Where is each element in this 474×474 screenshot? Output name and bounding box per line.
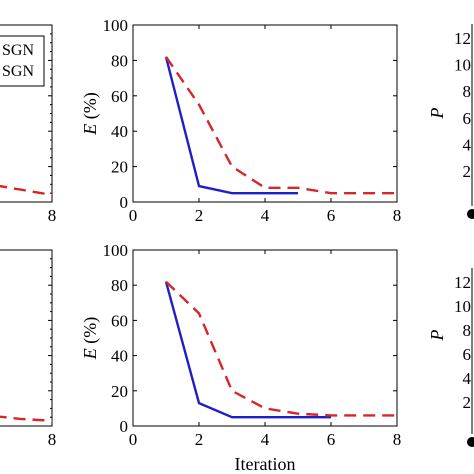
legend-entry: SGN bbox=[2, 42, 34, 59]
y-axis-label: E (%) bbox=[80, 317, 101, 360]
y-tick-label: 2 bbox=[463, 162, 472, 181]
y-tick-label: 60 bbox=[111, 311, 128, 330]
chart-bottom-right: P 12 10 8 6 4 2 bbox=[427, 268, 474, 447]
plot-frame bbox=[132, 24, 398, 203]
y-tick-label: 10 bbox=[454, 56, 471, 75]
chart-top-right: P 12 10 8 6 4 2 bbox=[427, 24, 474, 219]
legend-box bbox=[0, 35, 45, 87]
x-tick-label: 4 bbox=[261, 430, 270, 449]
plot-frame bbox=[132, 249, 398, 427]
y-axis-label: P bbox=[427, 330, 447, 342]
series-line-1 bbox=[165, 56, 397, 195]
y-tick-label: 2 bbox=[463, 393, 472, 412]
y-tick-label: 0 bbox=[120, 193, 129, 212]
x-tick-label: 2 bbox=[195, 430, 204, 449]
y-tick-label: 60 bbox=[111, 87, 128, 106]
x-axis-label: Iteration bbox=[235, 454, 296, 474]
series-line-1 bbox=[165, 280, 397, 417]
x-tick-label: 2 bbox=[195, 206, 204, 225]
y-tick-label: 12 bbox=[454, 29, 471, 48]
y-tick-label: 8 bbox=[463, 321, 472, 340]
y-axis-label: E (%) bbox=[80, 92, 101, 135]
y-tick-label: 6 bbox=[463, 109, 472, 128]
y-tick-label: 12 bbox=[454, 273, 471, 292]
y-tick-label: 40 bbox=[111, 347, 128, 366]
y-tick-label: 100 bbox=[103, 16, 129, 35]
y-tick-label: 6 bbox=[463, 345, 472, 364]
partial-tick-mark bbox=[467, 209, 474, 219]
x-tick-label: 8 bbox=[393, 206, 402, 225]
y-tick-label: 0 bbox=[120, 417, 129, 436]
y-axis-label-var: E bbox=[80, 124, 100, 136]
y-axis-label-unit: (%) bbox=[80, 92, 101, 123]
x-tick-label: 0 bbox=[129, 206, 138, 225]
plot-frame bbox=[0, 249, 53, 427]
x-tick-label: 4 bbox=[261, 206, 270, 225]
y-tick-label: 80 bbox=[111, 51, 128, 70]
y-tick-label: 100 bbox=[103, 241, 129, 260]
x-tick-label: 0 bbox=[129, 430, 138, 449]
y-tick-label: 20 bbox=[111, 158, 128, 177]
y-axis-label-unit: (%) bbox=[80, 317, 101, 348]
y-tick-label: 4 bbox=[463, 369, 472, 388]
x-tick-label: 8 bbox=[48, 430, 57, 449]
x-tick-label: 6 bbox=[327, 206, 336, 225]
x-tick-label: 6 bbox=[327, 430, 336, 449]
partial-tick-mark bbox=[467, 437, 474, 447]
y-axis-label-var: E bbox=[80, 348, 100, 360]
series-line-0 bbox=[0, 184, 53, 197]
chart-top-left: 8 SGN SGN bbox=[0, 24, 57, 225]
y-axis-label: P bbox=[427, 108, 447, 120]
y-tick-label: 4 bbox=[463, 135, 472, 154]
y-tick-label: 40 bbox=[111, 122, 128, 141]
y-tick-label: 20 bbox=[111, 382, 128, 401]
y-tick-label: 8 bbox=[463, 82, 472, 101]
series-line-0 bbox=[0, 415, 53, 422]
series-line-0 bbox=[164, 281, 331, 419]
chart-bottom-left: 8 bbox=[0, 249, 57, 449]
series-line-0 bbox=[164, 56, 298, 195]
x-tick-label: 8 bbox=[393, 430, 402, 449]
legend-entry: SGN bbox=[2, 63, 34, 80]
x-tick-label: 8 bbox=[48, 206, 57, 225]
y-tick-label: 80 bbox=[111, 276, 128, 295]
y-tick-label: 10 bbox=[454, 297, 471, 316]
